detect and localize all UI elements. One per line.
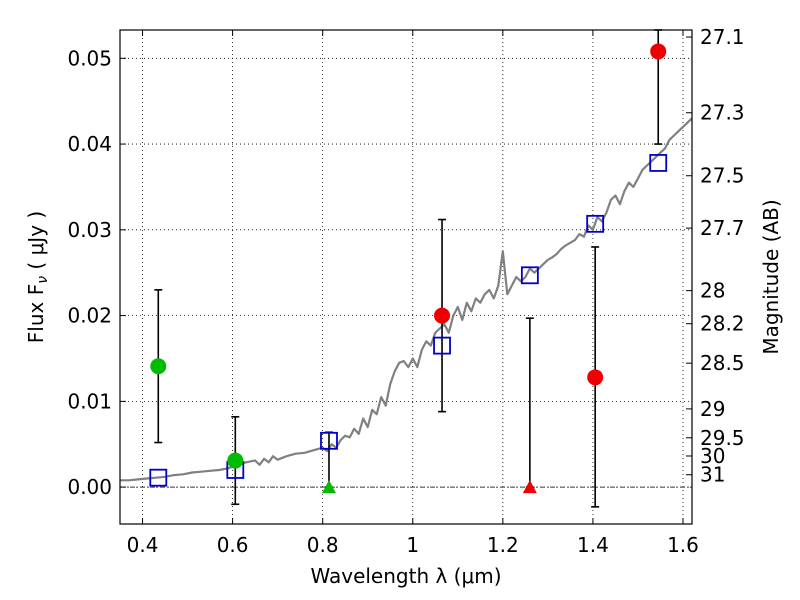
observed-flux-circle-marker: [434, 307, 451, 324]
x-axis-label: Wavelength λ (μm): [310, 564, 501, 588]
y-axis-label-main: Flux F: [24, 284, 48, 343]
y-axis-label-unit: ( μJy ): [24, 211, 48, 276]
x-tick-label: 1.2: [487, 533, 519, 557]
marker-layer: [149, 43, 668, 494]
y-tick-label: 0.05: [67, 46, 112, 70]
x-tick-label: 0.4: [127, 533, 159, 557]
x-tick-label: 0.8: [307, 533, 339, 557]
x-tick-label: 1.6: [667, 533, 699, 557]
y-tick-label: 0.02: [67, 304, 112, 328]
y-tick-label: 0.00: [67, 475, 112, 499]
model-flux-square-marker: [320, 431, 338, 450]
sed-model-line: [120, 117, 693, 482]
x-tick-label: 1: [406, 533, 419, 557]
observed-flux-circle-marker: [227, 452, 244, 469]
observed-flux-circle-marker: [587, 369, 604, 386]
upper-limit-triangle-marker: [522, 480, 537, 494]
model-flux-square-marker: [149, 468, 168, 487]
y-axis-label: Flux Fν ( μJy ): [24, 211, 51, 343]
y2-tick-label: 28: [700, 279, 725, 303]
model-flux-square-marker: [649, 154, 668, 172]
x-tick-layer: 0.4 0.6 0.8 1 1.2 1.4 1.6: [127, 30, 699, 557]
x-tick-label: 1.4: [577, 533, 609, 557]
y-tick-label: 0.04: [67, 132, 112, 156]
observed-flux-circle-marker: [650, 43, 667, 60]
y2-tick-label: 29: [700, 397, 725, 421]
y2-tick-label: 27.5: [700, 164, 745, 188]
y2-tick-label: 27.1: [700, 25, 745, 49]
y-axis-label-subscript: ν: [35, 276, 51, 284]
y2-tick-label: 30: [700, 444, 725, 468]
y2-tick-label: 28.2: [700, 312, 745, 336]
y-tick-label: 0.01: [67, 389, 112, 413]
y-tick-layer: 0.00 0.01 0.02 0.03 0.04 0.05: [67, 46, 126, 499]
model-flux-square-marker: [433, 336, 451, 355]
y2-tick-label: 27.7: [700, 216, 745, 240]
observed-flux-circle-marker: [150, 358, 167, 375]
sed-model-layer: [120, 117, 693, 482]
y2-tick-label: 28.5: [700, 351, 745, 375]
y2-tick-label: 29.5: [700, 426, 745, 450]
upper-limit-triangle-marker: [321, 480, 336, 494]
y2-tick-label: 27.3: [700, 101, 745, 125]
model-flux-square-marker: [586, 214, 605, 233]
y-tick-label: 0.03: [67, 218, 112, 242]
y2-tick-label: 31: [700, 463, 725, 487]
x-tick-label: 0.6: [217, 533, 249, 557]
y2-axis-label: Magnitude (AB): [759, 199, 783, 354]
grid-layer: [120, 30, 692, 524]
errorbar-layer: [154, 29, 663, 508]
plot-frame: [119, 29, 693, 525]
model-flux-square-marker: [520, 266, 539, 285]
